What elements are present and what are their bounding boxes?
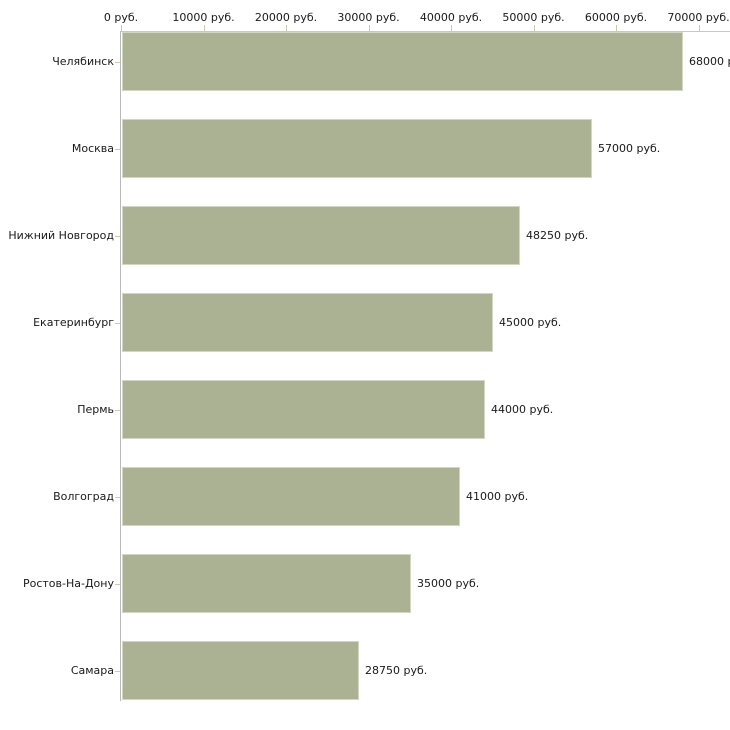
category-tick [115,323,120,324]
category-tick [115,62,120,63]
category-tick [115,149,120,150]
category-label: Нижний Новгород [8,228,114,242]
category-tick [115,410,120,411]
x-tick-mark [699,25,700,31]
category-tick [115,671,120,672]
category-tick [115,236,120,237]
category-tick [115,584,120,585]
x-tick-label: 30000 руб. [337,11,400,24]
bar-value-label: 57000 руб. [598,141,661,155]
x-tick-label: 0 руб. [103,11,139,24]
category-label: Волгоград [53,489,114,503]
bar [122,380,485,439]
bar-value-label: 28750 руб. [365,663,428,677]
x-tick-mark [369,25,370,31]
x-tick-label: 40000 руб. [419,11,483,24]
x-tick-mark [204,25,205,31]
x-tick-label: 50000 руб. [502,11,565,24]
bar [122,293,493,352]
category-label: Москва [71,141,114,155]
x-tick-mark [451,25,452,31]
bar-value-label: 45000 руб. [499,315,562,329]
bar-value-label: 35000 руб. [417,576,480,590]
category-label: Самара [70,663,114,677]
category-label: Челябинск [52,54,114,68]
x-tick-label: 10000 руб. [172,11,235,24]
x-tick-label: 20000 руб. [254,11,318,24]
x-tick-label: 70000 руб. [667,11,730,24]
bar [122,554,411,613]
x-tick-mark [286,25,287,31]
bar-value-label: 41000 руб. [466,489,529,503]
bar [122,206,520,265]
bar [122,641,359,700]
x-axis-line [121,31,730,32]
y-axis-line [120,31,121,701]
x-tick-label: 60000 руб. [584,11,648,24]
category-label: Ростов-На-Дону [22,576,114,590]
x-tick-mark [121,25,122,31]
category-label: Пермь [77,402,114,416]
category-tick [115,497,120,498]
bar [122,32,683,91]
bar-value-label: 48250 руб. [526,228,589,242]
x-tick-mark [616,25,617,31]
x-tick-mark [534,25,535,31]
bar-value-label: 44000 руб. [491,402,554,416]
bar [122,467,460,526]
bar [122,119,592,178]
bar-value-label: 68000 руб. [689,54,730,68]
category-label: Екатеринбург [33,315,114,329]
